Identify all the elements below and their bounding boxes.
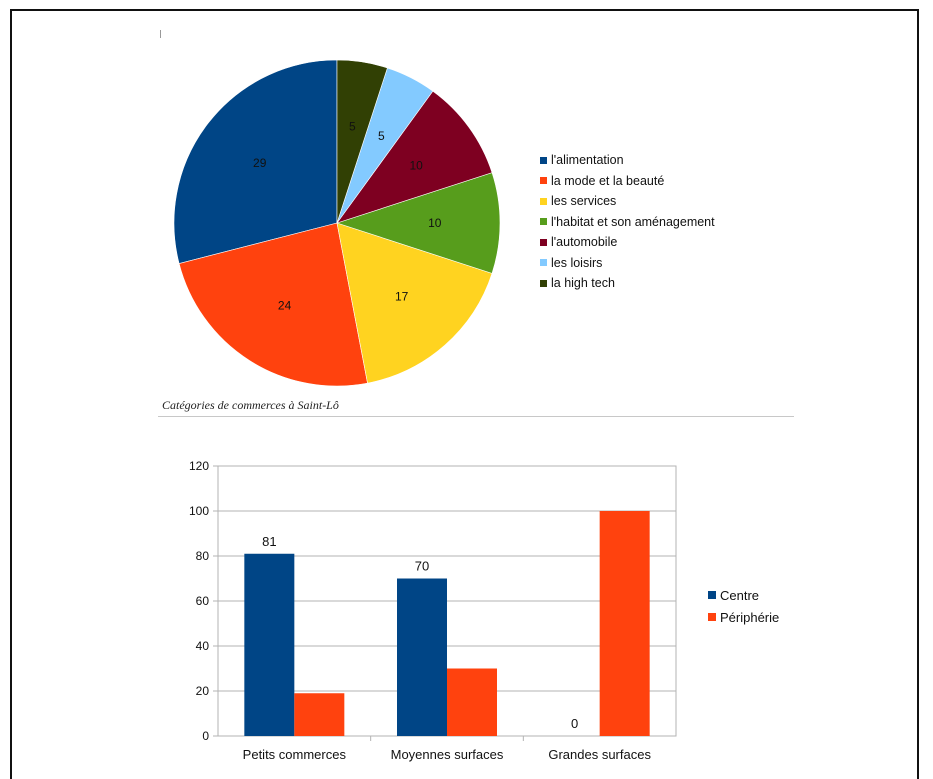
caption-divider — [158, 416, 794, 417]
y-tick-label: 0 — [202, 729, 209, 743]
pie-slice — [336, 59, 388, 224]
pie-legend-item: l'habitat et son aménagement — [540, 212, 715, 233]
x-category-label: Petits commerces — [243, 747, 347, 762]
legend-swatch — [540, 259, 547, 267]
legend-label: Centre — [720, 587, 760, 603]
legend-swatch — [540, 197, 547, 205]
pie-legend-item: la mode et la beauté — [540, 171, 715, 192]
legend-swatch — [540, 238, 547, 246]
pie-slice — [336, 222, 493, 384]
y-tick-label: 100 — [189, 504, 209, 518]
legend-label: la mode et la beauté — [551, 173, 665, 188]
pie-legend-item: l'automobile — [540, 232, 715, 253]
bar-value-label: 0 — [571, 716, 578, 731]
bar — [294, 693, 345, 736]
pie-slice — [336, 172, 501, 274]
legend-swatch — [708, 591, 716, 599]
legend-swatch — [708, 613, 716, 621]
pie-slice-label: 24 — [278, 299, 292, 313]
bar — [397, 578, 447, 736]
legend-label: Périphérie — [720, 609, 780, 625]
x-category-label: Moyennes surfaces — [391, 747, 504, 762]
legend-label: l'habitat et son aménagement — [551, 214, 715, 229]
bar-legend: Centre Périphérie — [708, 584, 779, 628]
legend-swatch — [540, 279, 547, 287]
text-cursor-mark — [160, 30, 161, 38]
bar — [447, 668, 497, 736]
bar-legend-item: Centre — [708, 584, 779, 606]
bar — [599, 511, 650, 736]
bar-value-label: 81 — [262, 534, 276, 549]
y-tick-label: 60 — [196, 594, 210, 608]
y-tick-label: 80 — [196, 549, 210, 563]
legend-label: l'alimentation — [551, 153, 624, 168]
legend-label: les loisirs — [551, 255, 603, 270]
pie-slice-label: 29 — [253, 156, 267, 170]
legend-swatch — [540, 218, 547, 226]
legend-label: l'automobile — [551, 235, 618, 250]
pie-caption: Catégories de commerces à Saint-Lô — [162, 398, 339, 412]
bar-legend-item: Périphérie — [708, 606, 779, 628]
pie-slice-label: 10 — [428, 216, 442, 230]
document-frame — [10, 9, 919, 779]
pie-slice — [336, 90, 493, 224]
pie-legend-item: les services — [540, 191, 715, 212]
bar-value-label: 70 — [415, 559, 429, 574]
pie-legend-item: la high tech — [540, 273, 715, 294]
legend-label: les services — [551, 194, 617, 209]
legend-swatch — [540, 177, 547, 185]
pie-legend-item: l'alimentation — [540, 150, 715, 171]
pie-slice-label: 10 — [409, 159, 423, 173]
pie-slice — [173, 59, 338, 264]
bar — [244, 553, 295, 736]
legend-label: la high tech — [551, 276, 615, 291]
y-tick-label: 120 — [189, 459, 209, 473]
pie-slice-label: 17 — [395, 289, 409, 303]
legend-swatch — [540, 156, 547, 164]
pie-legend-item: les loisirs — [540, 253, 715, 274]
pie-slice-label: 5 — [349, 119, 356, 133]
pie-slice-label: 5 — [378, 129, 385, 143]
y-tick-label: 40 — [196, 639, 210, 653]
pie-slice — [178, 222, 368, 387]
x-category-label: Grandes surfaces — [548, 747, 651, 762]
pie-legend: l'alimentation la mode et la beauté les se… — [540, 150, 715, 294]
y-tick-label: 20 — [196, 684, 210, 698]
